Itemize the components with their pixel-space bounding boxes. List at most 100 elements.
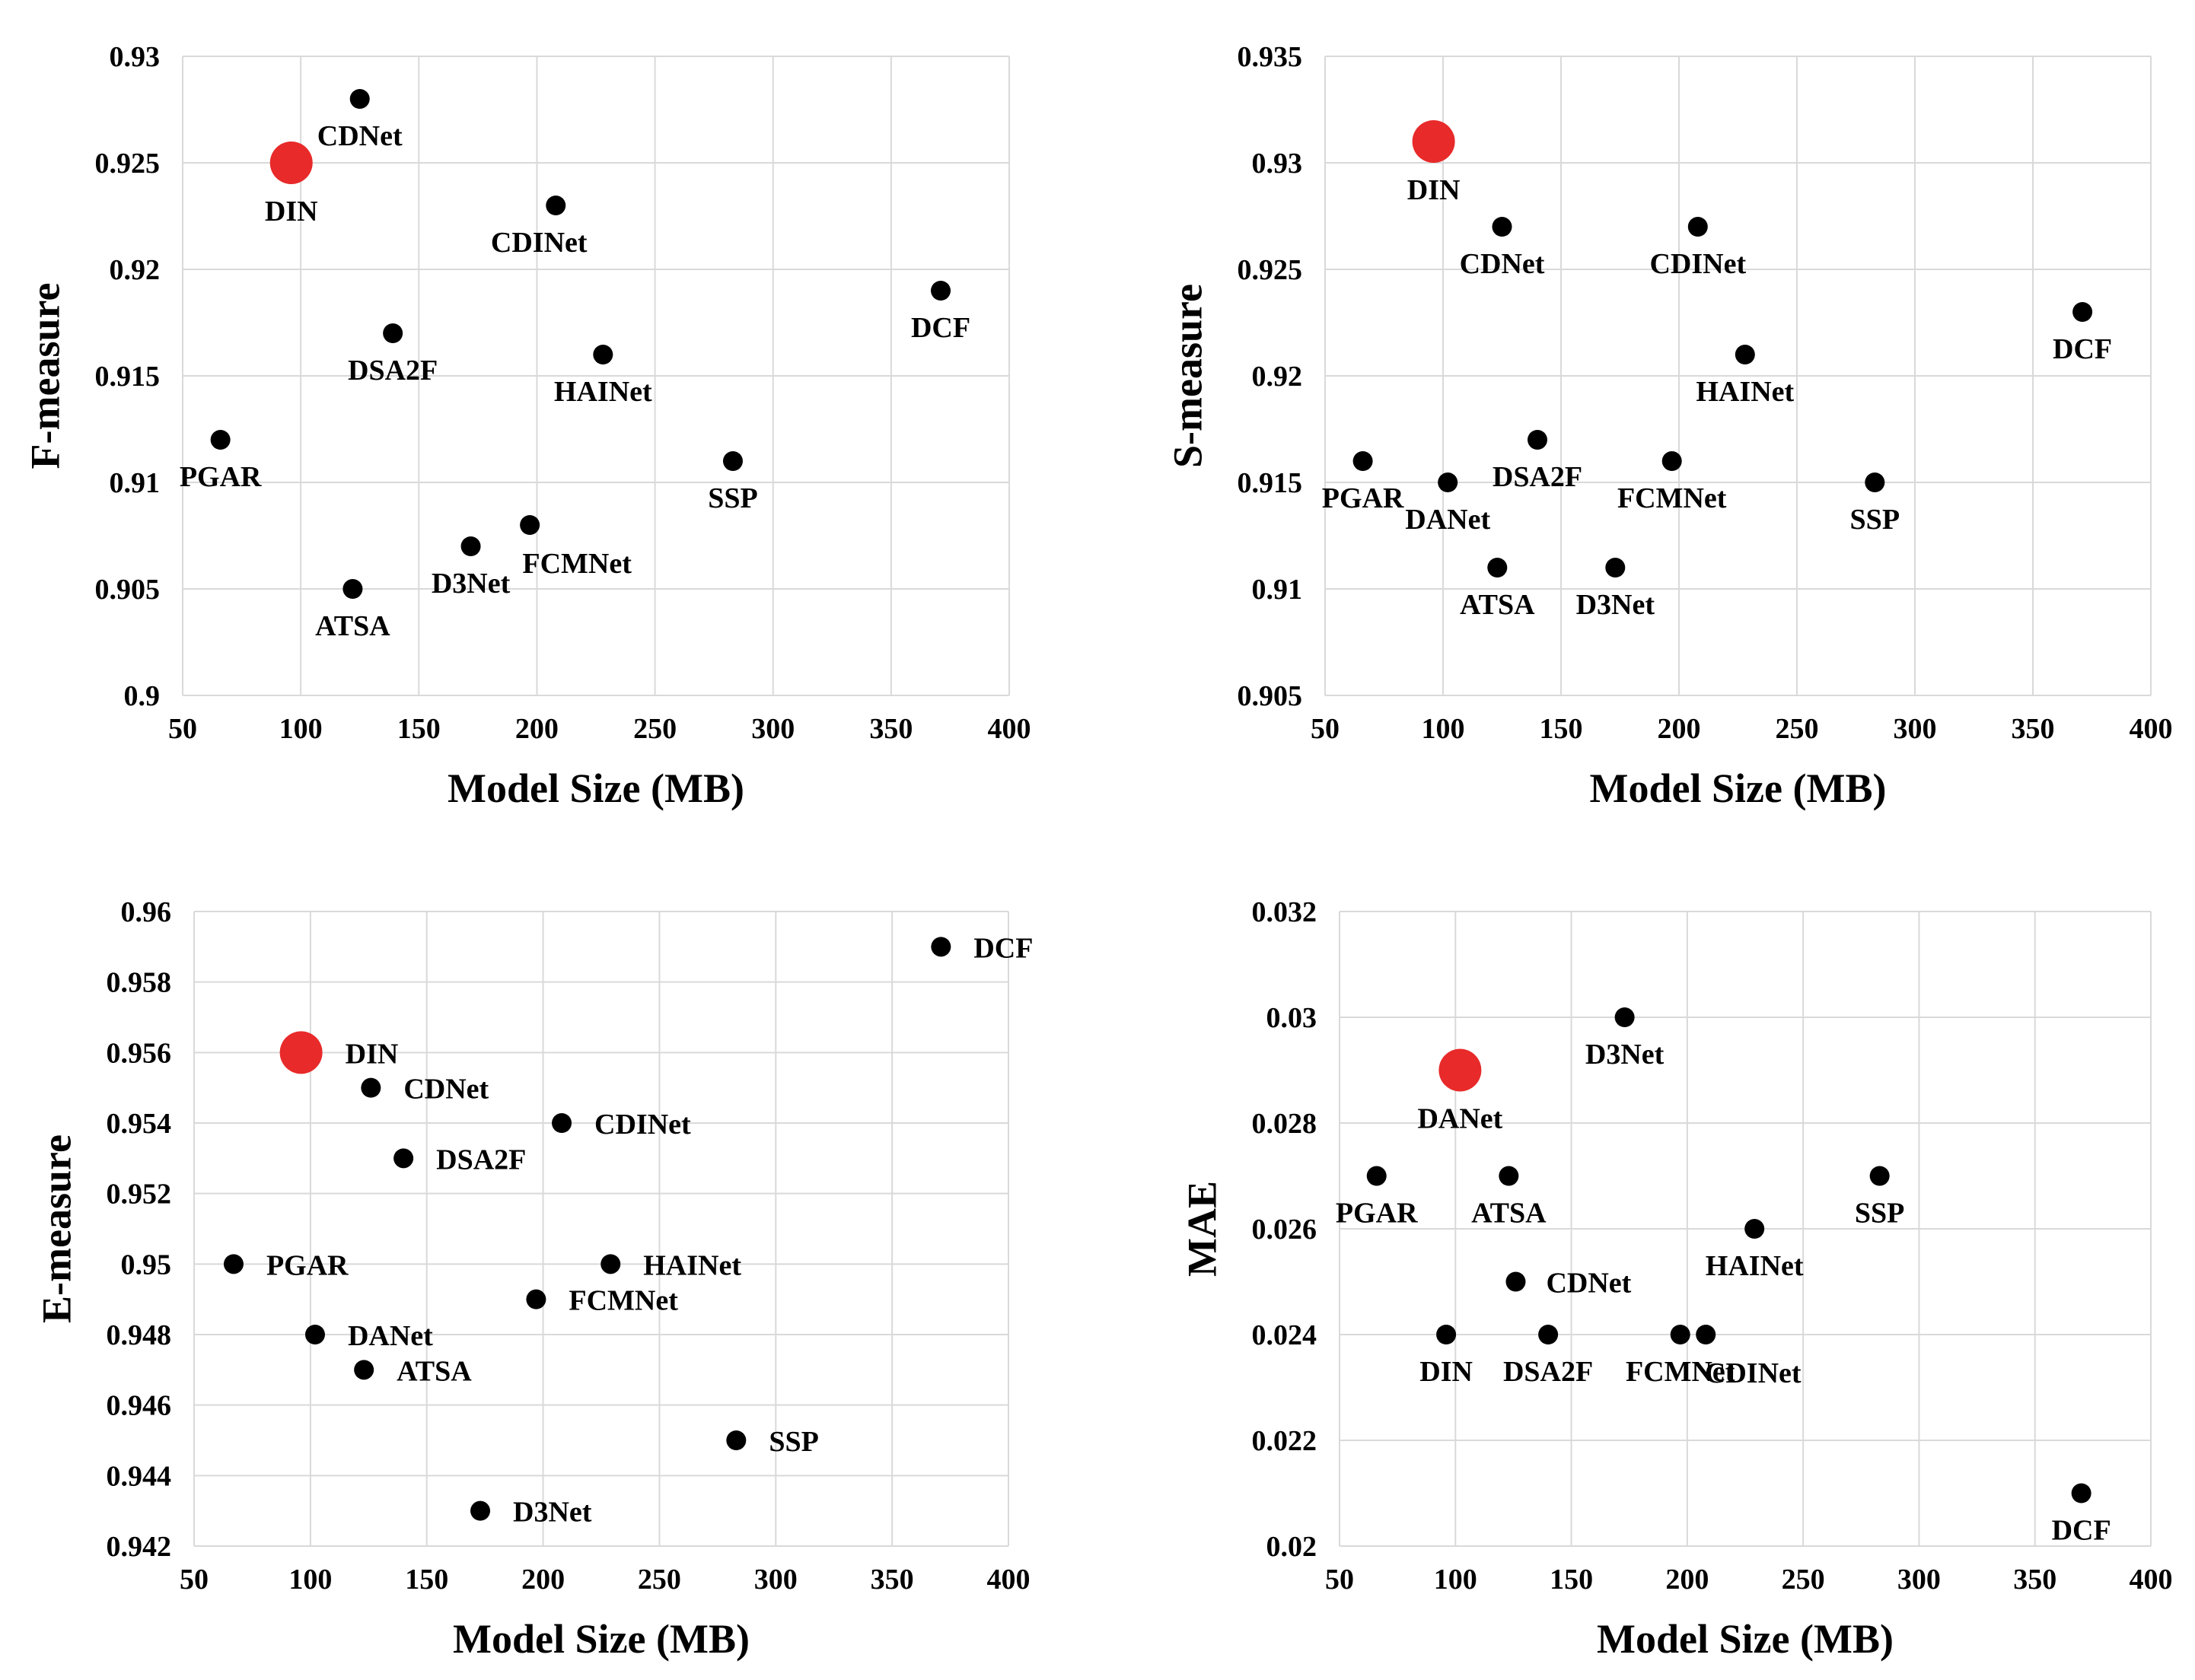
data-point	[1735, 345, 1755, 364]
point-label: HAINet	[1696, 376, 1794, 408]
y-tick-label: 0.93	[110, 41, 161, 73]
point-label: FCMNet	[569, 1285, 678, 1317]
x-tick-label: 100	[288, 1564, 332, 1596]
y-tick-label: 0.95	[121, 1249, 172, 1281]
data-point	[1614, 1007, 1635, 1027]
x-tick-label: 150	[405, 1564, 448, 1596]
x-axis-label: Model Size (MB)	[453, 1616, 750, 1662]
highlight-point	[279, 1031, 323, 1074]
point-label: FCMNet	[522, 548, 632, 580]
x-tick-label: 250	[1782, 1564, 1825, 1596]
x-tick-label: 350	[871, 1564, 914, 1596]
point-label: DSA2F	[436, 1144, 526, 1176]
y-tick-label: 0.91	[110, 467, 161, 499]
data-point	[601, 1254, 621, 1274]
point-label: ATSA	[1460, 589, 1535, 621]
point-label: CDINet	[491, 227, 588, 259]
x-tick-label: 100	[1422, 713, 1465, 745]
x-tick-label: 350	[869, 713, 913, 745]
y-tick-label: 0.024	[1252, 1319, 1317, 1351]
data-point	[1670, 1325, 1690, 1344]
y-tick-label: 0.03	[1266, 1002, 1317, 1034]
point-label: CDNet	[403, 1074, 489, 1106]
data-point	[361, 1077, 381, 1098]
y-axis-label: F-measure	[22, 283, 68, 469]
point-label: DCF	[911, 312, 970, 344]
point-label: HAINet	[554, 376, 652, 408]
point-label: DCF	[973, 932, 1033, 964]
data-point	[2072, 302, 2093, 322]
x-tick-label: 50	[1325, 1564, 1354, 1596]
e-measure-chart: 50 100 150 200 250 300 350 400 0.96 0.958 0.956 0.9…	[33, 896, 1033, 1662]
data-point	[526, 1289, 546, 1309]
x-tick-label: 250	[638, 1564, 681, 1596]
point-label: DIN	[346, 1038, 399, 1070]
point-label: DIN	[1419, 1356, 1473, 1388]
y-tick-label: 0.93	[1252, 148, 1303, 180]
data-point	[722, 451, 743, 471]
point-label: ATSA	[315, 610, 390, 642]
highlight-point	[269, 142, 313, 184]
y-tick-label: 0.915	[1238, 467, 1303, 499]
point-label: HAINet	[1706, 1250, 1804, 1282]
data-point	[1436, 1325, 1457, 1344]
data-point	[520, 515, 540, 535]
data-point	[1696, 1325, 1716, 1344]
data-point	[552, 1113, 572, 1133]
data-point	[1505, 1271, 1526, 1292]
x-tick-label: 150	[1540, 713, 1583, 745]
data-point	[1499, 1166, 1519, 1186]
y-tick-label: 0.9	[124, 680, 161, 712]
data-point	[1352, 451, 1373, 471]
y-tick-label: 0.905	[95, 574, 161, 606]
highlight-point	[1438, 1048, 1482, 1092]
y-tick-label: 0.022	[1252, 1425, 1317, 1457]
x-axis-label: Model Size (MB)	[1597, 1616, 1894, 1662]
point-label: DSA2F	[1493, 461, 1582, 493]
y-tick-label: 0.028	[1252, 1108, 1317, 1140]
data-point	[931, 281, 951, 301]
point-label: SSP	[708, 482, 757, 514]
data-point	[1366, 1166, 1387, 1186]
data-point	[1492, 217, 1512, 237]
x-tick-label: 50	[168, 713, 197, 745]
point-label: DANet	[348, 1320, 433, 1352]
s-measure-chart: 50 100 150 200 250 300 350 400 0.935 0.93 0.925 0.9…	[1164, 41, 2172, 811]
y-tick-label: 0.96	[121, 896, 172, 928]
data-point	[931, 937, 951, 957]
x-tick-label: 300	[751, 713, 795, 745]
point-label: CDINet	[594, 1109, 691, 1141]
point-label: PGAR	[180, 461, 262, 493]
data-point	[1538, 1325, 1559, 1344]
f-measure-chart: 50 100 150 200 250 300 350 400 0.93 0.925 0.92 0.91…	[22, 41, 1031, 811]
point-label: CDINet	[1649, 248, 1746, 280]
data-point	[1528, 430, 1547, 450]
y-tick-label: 0.948	[107, 1319, 172, 1351]
x-tick-label: 300	[1894, 713, 1937, 745]
data-point	[393, 1148, 414, 1169]
x-tick-label: 350	[2012, 713, 2055, 745]
y-tick-label: 0.925	[95, 148, 161, 180]
data-point	[383, 323, 403, 343]
point-label: DIN	[1407, 174, 1461, 206]
y-tick-label: 0.954	[107, 1108, 172, 1140]
point-label: D3Net	[432, 568, 511, 600]
point-label: PGAR	[1322, 482, 1404, 514]
data-point	[304, 1325, 325, 1344]
data-point	[1687, 217, 1708, 237]
point-label: SSP	[769, 1426, 818, 1458]
point-label: ATSA	[1471, 1198, 1547, 1230]
x-tick-label: 300	[1897, 1564, 1941, 1596]
point-label: DSA2F	[348, 355, 438, 387]
y-axis-label: S-measure	[1164, 284, 1210, 468]
point-label: D3Net	[513, 1497, 592, 1529]
data-point	[470, 1500, 491, 1521]
y-tick-label: 0.944	[107, 1460, 172, 1492]
data-point	[349, 89, 370, 109]
data-point	[342, 579, 363, 599]
data-point	[223, 1254, 244, 1274]
data-point	[1487, 558, 1508, 578]
point-label: DIN	[265, 196, 318, 228]
x-tick-label: 150	[1550, 1564, 1593, 1596]
highlight-point	[1412, 120, 1455, 163]
